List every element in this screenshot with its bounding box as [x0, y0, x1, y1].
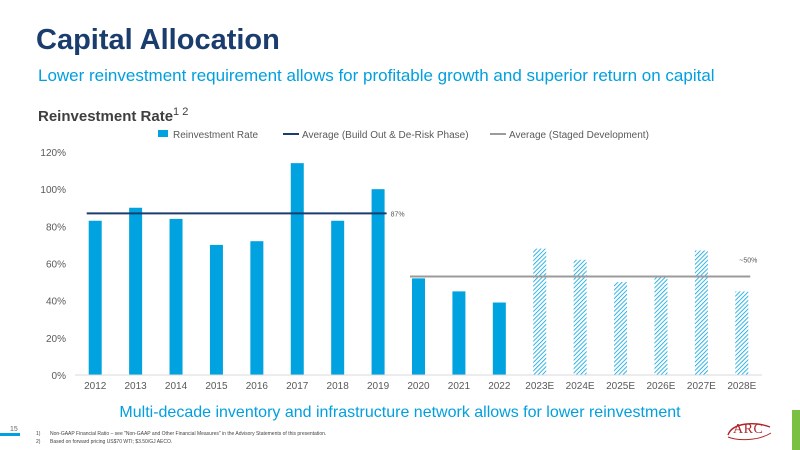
legend-label: Reinvestment Rate: [173, 130, 258, 141]
y-tick-label: 80%: [46, 222, 66, 233]
y-tick-label: 60%: [46, 260, 66, 271]
chart-legend: Reinvestment Rate Average (Build Out & De…: [158, 130, 649, 141]
legend-label: Average (Build Out & De-Risk Phase): [302, 130, 469, 141]
y-tick-label: 20%: [46, 334, 66, 345]
x-tick-label: 2019: [367, 381, 390, 392]
bar-2025E: [614, 282, 628, 375]
bar-2015: [209, 244, 223, 375]
footnote-number: 1): [36, 431, 41, 437]
reference-lines: 87% ~50%: [86, 211, 757, 278]
chart-title-text: Reinvestment Rate: [38, 108, 174, 125]
page-number: 15: [10, 426, 18, 433]
x-tick-label: 2018: [327, 381, 350, 392]
x-tick-label: 2020: [407, 381, 430, 392]
footnote-text: Non-GAAP Financial Ratio – see "Non-GAAP…: [50, 431, 327, 437]
slide-title: Capital Allocation: [36, 24, 280, 56]
bar-series: [88, 163, 749, 375]
y-tick-label: 120%: [40, 148, 66, 159]
footnote-number: 2): [36, 439, 41, 445]
bar-2024E: [573, 259, 587, 375]
y-tick-label: 0%: [52, 371, 67, 382]
x-axis: 2012 2013 2014 2015 2016 2017 2018 2019 2020 2021…: [75, 374, 762, 392]
x-tick-label: 2025E: [606, 381, 635, 392]
bar-2026E: [654, 276, 668, 375]
footnote-text: Based on forward pricing US$70 WTI; $3.5…: [50, 439, 173, 445]
x-tick-label: 2026E: [647, 381, 676, 392]
brand-edge-bar: [792, 410, 800, 450]
x-tick-label: 2014: [165, 381, 188, 392]
reinvestment-rate-chart: Reinvestment Rate Average (Build Out & De…: [40, 130, 762, 392]
x-tick-label: 2028E: [727, 381, 756, 392]
chart-title: Reinvestment Rate1 2: [38, 106, 188, 125]
bar-2014: [169, 218, 183, 375]
x-tick-label: 2023E: [525, 381, 554, 392]
bar-2020: [412, 278, 425, 375]
x-tick-label: 2013: [124, 381, 147, 392]
bar-2019: [371, 189, 385, 375]
y-axis: 0% 20% 40% 60% 80% 100% 120%: [40, 148, 66, 382]
footnotes: 1) Non-GAAP Financial Ratio – see "Non-GA…: [36, 430, 326, 446]
bar-2022: [492, 302, 506, 375]
x-tick-label: 2021: [448, 381, 471, 392]
bar-2028E: [735, 291, 749, 375]
bar-2012: [88, 220, 102, 375]
legend-label: Average (Staged Development): [509, 130, 649, 141]
bar-2021: [452, 291, 466, 375]
legend-swatch: [158, 130, 168, 137]
footnote-1: 1) Non-GAAP Financial Ratio – see "Non-GA…: [36, 430, 326, 438]
footnote-2: 2) Based on forward pricing US$70 WTI; $3…: [36, 438, 326, 446]
x-tick-label: 2024E: [566, 381, 595, 392]
chart-title-footnote-refs: 1 2: [173, 106, 189, 118]
slide-subtitle: Lower reinvestment requirement allows fo…: [38, 66, 715, 85]
y-tick-label: 40%: [46, 297, 66, 308]
bar-2013: [129, 207, 143, 375]
y-tick-label: 100%: [40, 185, 66, 196]
x-tick-label: 2012: [84, 381, 107, 392]
bar-2023E: [533, 248, 547, 375]
reference-line-label: ~50%: [739, 258, 757, 265]
company-logo: ARC: [733, 422, 764, 437]
x-tick-label: 2027E: [687, 381, 716, 392]
arc-logo-swoosh: [727, 423, 772, 441]
x-tick-label: 2017: [286, 381, 309, 392]
x-tick-label: 2015: [205, 381, 228, 392]
bar-2018: [331, 220, 345, 375]
x-tick-label: 2022: [488, 381, 511, 392]
bar-2027E: [694, 250, 708, 375]
bar-2016: [250, 241, 264, 375]
x-tick-label: 2016: [246, 381, 269, 392]
reference-line-label: 87%: [391, 211, 405, 218]
bar-2017: [290, 163, 304, 375]
bottom-message: Multi-decade inventory and infrastructur…: [119, 404, 681, 421]
accent-bar: [0, 433, 20, 436]
